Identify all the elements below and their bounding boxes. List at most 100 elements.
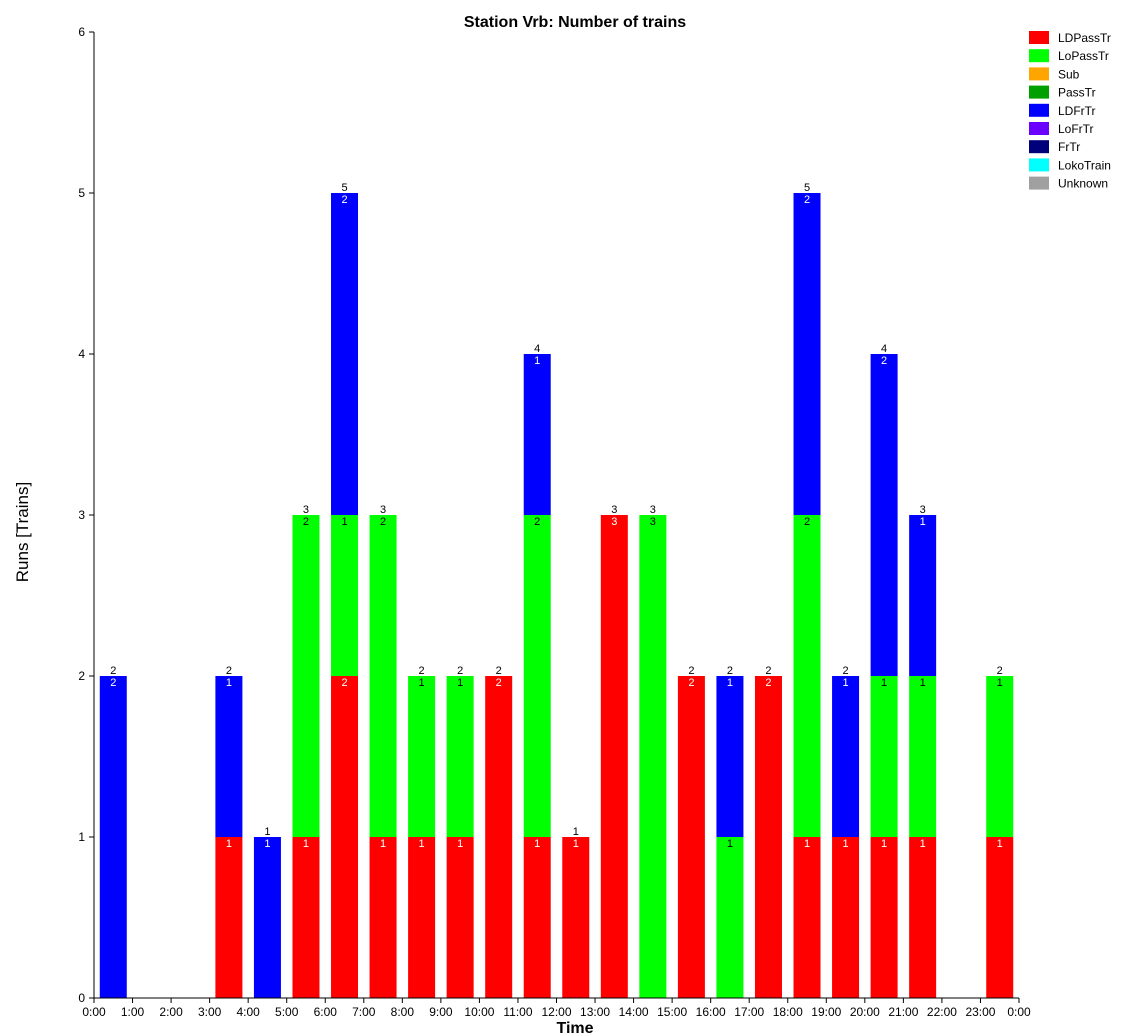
segment-value-label: 1 bbox=[226, 838, 232, 850]
bar-total-label: 2 bbox=[997, 665, 1003, 677]
x-axis-title: Time bbox=[556, 1020, 593, 1035]
bar-segment bbox=[909, 837, 937, 998]
y-tick-label: 4 bbox=[78, 347, 85, 361]
bar-segment bbox=[986, 676, 1014, 837]
bar-segment bbox=[754, 676, 782, 998]
y-tick-label: 2 bbox=[78, 669, 85, 683]
bar-total-label: 3 bbox=[303, 504, 309, 516]
legend-swatch bbox=[1029, 31, 1049, 44]
legend-label: FrTr bbox=[1058, 140, 1080, 154]
legend-swatch bbox=[1029, 122, 1049, 135]
segment-value-label: 2 bbox=[110, 677, 116, 689]
bar-segment bbox=[331, 676, 359, 998]
bar-segment bbox=[909, 676, 937, 837]
y-tick-label: 0 bbox=[78, 991, 85, 1005]
bar-segment bbox=[832, 676, 860, 837]
bar-total-label: 3 bbox=[650, 504, 656, 516]
legend-label: LoFrTr bbox=[1058, 122, 1094, 136]
legend: LDPassTr LoPassTr Sub PassTr LDFrTr LoFrTr FrT… bbox=[1029, 31, 1111, 191]
y-tick-label: 5 bbox=[78, 186, 85, 200]
legend-swatch bbox=[1029, 85, 1049, 99]
segment-value-label: 1 bbox=[573, 838, 579, 850]
bar-segment bbox=[677, 676, 705, 998]
x-tick-label: 7:00 bbox=[352, 1005, 376, 1019]
legend-label: LDFrTr bbox=[1058, 104, 1096, 118]
bar-total-label: 2 bbox=[843, 665, 849, 677]
segment-value-label: 1 bbox=[457, 677, 463, 689]
bar-total-label: 1 bbox=[573, 826, 579, 838]
x-tick-label: 14:00 bbox=[619, 1005, 649, 1019]
segment-value-label: 1 bbox=[226, 677, 232, 689]
y-tick-label: 6 bbox=[78, 25, 85, 39]
segment-value-label: 2 bbox=[534, 516, 540, 528]
bar-total-label: 2 bbox=[226, 665, 232, 677]
bar-segment bbox=[870, 354, 898, 676]
legend-label: PassTr bbox=[1058, 86, 1096, 100]
bar-segment bbox=[716, 676, 744, 837]
y-axis-title: Runs [Trains] bbox=[13, 482, 32, 582]
segment-value-label: 1 bbox=[997, 677, 1003, 689]
bar-segment bbox=[832, 837, 860, 998]
bar-total-label: 2 bbox=[110, 665, 116, 677]
legend-swatch bbox=[1029, 103, 1049, 117]
bar-total-label: 4 bbox=[534, 343, 540, 355]
legend-label: LDPassTr bbox=[1058, 31, 1111, 45]
segment-value-label: 2 bbox=[765, 677, 771, 689]
y-tick-label: 1 bbox=[78, 830, 85, 844]
bar-total-label: 5 bbox=[341, 182, 347, 194]
segment-value-label: 2 bbox=[303, 516, 309, 528]
segment-value-label: 1 bbox=[843, 677, 849, 689]
segment-value-label: 2 bbox=[688, 677, 694, 689]
segment-value-label: 1 bbox=[727, 838, 733, 850]
segment-value-label: 2 bbox=[496, 677, 502, 689]
legend-label: Unknown bbox=[1058, 177, 1108, 191]
bar-total-label: 3 bbox=[380, 504, 386, 516]
segment-value-label: 1 bbox=[843, 838, 849, 850]
segment-value-label: 3 bbox=[611, 516, 617, 528]
segment-value-label: 2 bbox=[380, 516, 386, 528]
x-tick-label: 11:00 bbox=[503, 1005, 532, 1019]
bar-segment bbox=[793, 515, 821, 837]
bar-segment bbox=[331, 193, 359, 515]
segment-value-label: 1 bbox=[380, 838, 386, 850]
x-tick-label: 13:00 bbox=[580, 1005, 610, 1019]
bar-segment bbox=[485, 676, 513, 998]
x-tick-label: 20:00 bbox=[850, 1005, 880, 1019]
chart-title: Station Vrb: Number of trains bbox=[464, 14, 686, 31]
segment-value-label: 1 bbox=[419, 838, 425, 850]
bar-segment bbox=[253, 837, 281, 998]
bar-total-label: 2 bbox=[765, 665, 771, 677]
bar-segment bbox=[215, 676, 243, 837]
x-tick-label: 2:00 bbox=[159, 1005, 183, 1019]
bar-total-label: 4 bbox=[881, 343, 887, 355]
segment-value-label: 2 bbox=[341, 194, 347, 206]
bar-segment bbox=[986, 837, 1014, 998]
y-tick-label: 3 bbox=[78, 508, 85, 522]
bar-segment bbox=[446, 676, 474, 837]
segment-value-label: 1 bbox=[881, 838, 887, 850]
bar-segment bbox=[870, 837, 898, 998]
segment-value-label: 1 bbox=[341, 516, 347, 528]
bar-segment bbox=[215, 837, 243, 998]
bar-total-label: 5 bbox=[804, 182, 810, 194]
bar-segment bbox=[716, 837, 744, 998]
x-tick-label: 1:00 bbox=[121, 1005, 145, 1019]
bar-segment bbox=[909, 515, 937, 676]
bar-segment bbox=[369, 515, 397, 837]
x-tick-label: 19:00 bbox=[811, 1005, 841, 1019]
bar-segment bbox=[562, 837, 590, 998]
segment-value-label: 1 bbox=[727, 677, 733, 689]
bar-total-label: 3 bbox=[920, 504, 926, 516]
x-tick-label: 16:00 bbox=[696, 1005, 726, 1019]
bar-segment bbox=[446, 837, 474, 998]
legend-swatch bbox=[1029, 176, 1049, 190]
bar-segment bbox=[600, 515, 628, 998]
segment-value-label: 2 bbox=[341, 677, 347, 689]
bar-total-label: 1 bbox=[264, 826, 270, 838]
segment-value-label: 2 bbox=[804, 516, 810, 528]
x-tick-label: 15:00 bbox=[657, 1005, 687, 1019]
x-tick-label: 3:00 bbox=[198, 1005, 222, 1019]
x-tick-label: 10:00 bbox=[464, 1005, 494, 1019]
legend-swatch bbox=[1029, 140, 1049, 154]
